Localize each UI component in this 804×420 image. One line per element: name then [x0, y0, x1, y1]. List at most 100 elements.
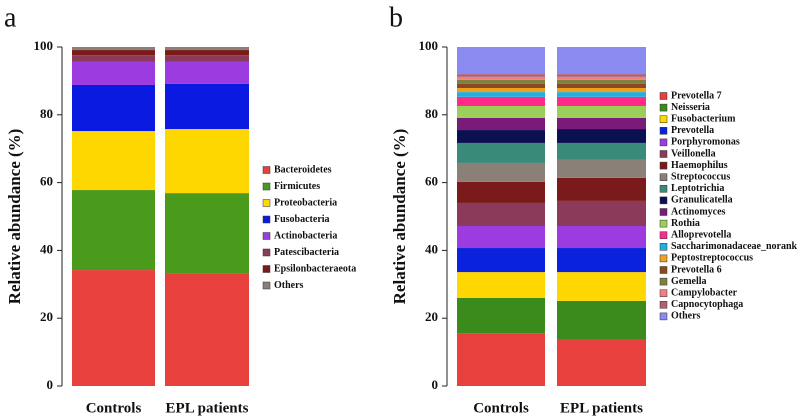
bar-segment — [457, 47, 545, 75]
legend-swatch — [659, 208, 668, 216]
bar-segment — [457, 79, 545, 84]
legend-label: Patescibacteria — [274, 247, 339, 258]
bar-segment — [72, 61, 155, 85]
bar-segment — [72, 50, 155, 56]
x-tick-label: Controls — [86, 400, 142, 416]
y-tick-label: 100 — [34, 38, 54, 53]
legend-swatch — [659, 92, 668, 100]
y-tick-label: 40 — [425, 241, 438, 256]
bar-segment — [557, 142, 646, 160]
legend-label: Proteobacteria — [274, 197, 337, 208]
legend-swatch — [659, 150, 668, 158]
legend-label: Campylobacter — [671, 287, 738, 298]
legend-label: Actinomyces — [671, 206, 726, 217]
legend-swatch — [262, 281, 271, 290]
bar-segment — [557, 96, 646, 106]
legend-label: Neisseria — [671, 102, 710, 113]
legend-swatch — [659, 115, 668, 123]
legend-label: Prevotella — [671, 125, 714, 136]
bar-segment — [557, 339, 646, 386]
legend-label: Firmicutes — [274, 181, 320, 192]
legend-swatch — [659, 254, 668, 263]
bar-segment — [457, 202, 545, 226]
bar-segment — [557, 300, 646, 340]
y-tick-label: 80 — [40, 106, 53, 121]
y-tick-label: 80 — [425, 106, 438, 121]
bar-segment — [557, 83, 646, 89]
legend-swatch — [659, 243, 668, 251]
y-tick-label: 20 — [425, 309, 438, 324]
legend-label: Others — [671, 311, 701, 322]
y-tick-label: 100 — [419, 38, 439, 53]
bar-segment — [557, 47, 646, 75]
x-tick-label: EPL patients — [560, 400, 643, 416]
legend-label: Actinobacteria — [274, 230, 337, 241]
legend-swatch — [262, 166, 271, 174]
legend-swatch — [262, 215, 271, 224]
legend-label: Capnocytophaga — [671, 299, 743, 310]
legend-label: Streptococcus — [671, 171, 730, 182]
legend-label: Saccharimonadaceae_norank — [671, 241, 798, 252]
bar-segment — [457, 117, 545, 131]
legend-swatch — [659, 312, 668, 321]
panel-label: a — [4, 2, 17, 33]
bar-segment — [457, 96, 545, 106]
bar-segment — [72, 270, 155, 386]
bar-segment — [557, 79, 646, 84]
bar-segment — [165, 83, 249, 130]
legend-swatch — [659, 266, 668, 274]
legend-swatch — [659, 173, 668, 181]
legend-label: Peptostreptococcus — [671, 253, 753, 264]
bar-segment — [72, 55, 155, 62]
legend-label: Bacteroidetes — [274, 164, 332, 175]
bar-segment — [165, 47, 249, 51]
bar-segment — [457, 92, 545, 97]
legend-swatch — [659, 196, 668, 205]
y-axis-label: Relative abundance (%) — [5, 129, 24, 305]
x-tick-label: Controls — [473, 400, 529, 416]
legend-swatch — [659, 219, 668, 228]
bar-segment — [165, 55, 249, 62]
y-tick-label: 0 — [432, 377, 439, 392]
bar-segment — [457, 142, 545, 163]
legend-swatch — [659, 277, 668, 286]
bar-segment — [165, 273, 249, 386]
bar-segment — [72, 190, 155, 271]
bar-segment — [557, 225, 646, 249]
legend-swatch — [262, 248, 271, 257]
legend-label: Porphyromonas — [671, 137, 740, 148]
bar-segment — [457, 333, 545, 386]
legend-label: Prevotella 7 — [671, 90, 722, 101]
bar-segment — [165, 193, 249, 274]
legend-swatch — [659, 161, 668, 170]
bar-segment — [457, 162, 545, 182]
legend-swatch — [659, 301, 668, 309]
bar-segment — [165, 129, 249, 194]
legend-label: Others — [274, 280, 304, 291]
bar-segment — [557, 177, 646, 201]
bar-segment — [557, 159, 646, 178]
bar-segment — [557, 129, 646, 143]
legend-label: Gemella — [671, 276, 707, 287]
bar-segment — [557, 248, 646, 273]
bar-segment — [557, 92, 646, 97]
bar-segment — [72, 47, 155, 51]
y-tick-label: 20 — [40, 309, 53, 324]
bar-segment — [557, 76, 646, 80]
y-axis-label: Relative abundance (%) — [390, 129, 409, 305]
bar-segment — [457, 105, 545, 118]
legend-swatch — [659, 103, 668, 112]
bar-segment — [72, 84, 155, 132]
bar-segment — [457, 76, 545, 80]
bar-segment — [457, 130, 545, 143]
y-tick-label: 60 — [425, 174, 438, 189]
legend-label: Rothia — [671, 218, 700, 229]
legend-swatch — [262, 182, 271, 191]
bar-segment — [557, 272, 646, 301]
bar-segment — [457, 272, 545, 298]
bar-segment — [165, 61, 249, 84]
y-tick-label: 60 — [40, 174, 53, 189]
y-tick-label: 0 — [47, 377, 54, 392]
